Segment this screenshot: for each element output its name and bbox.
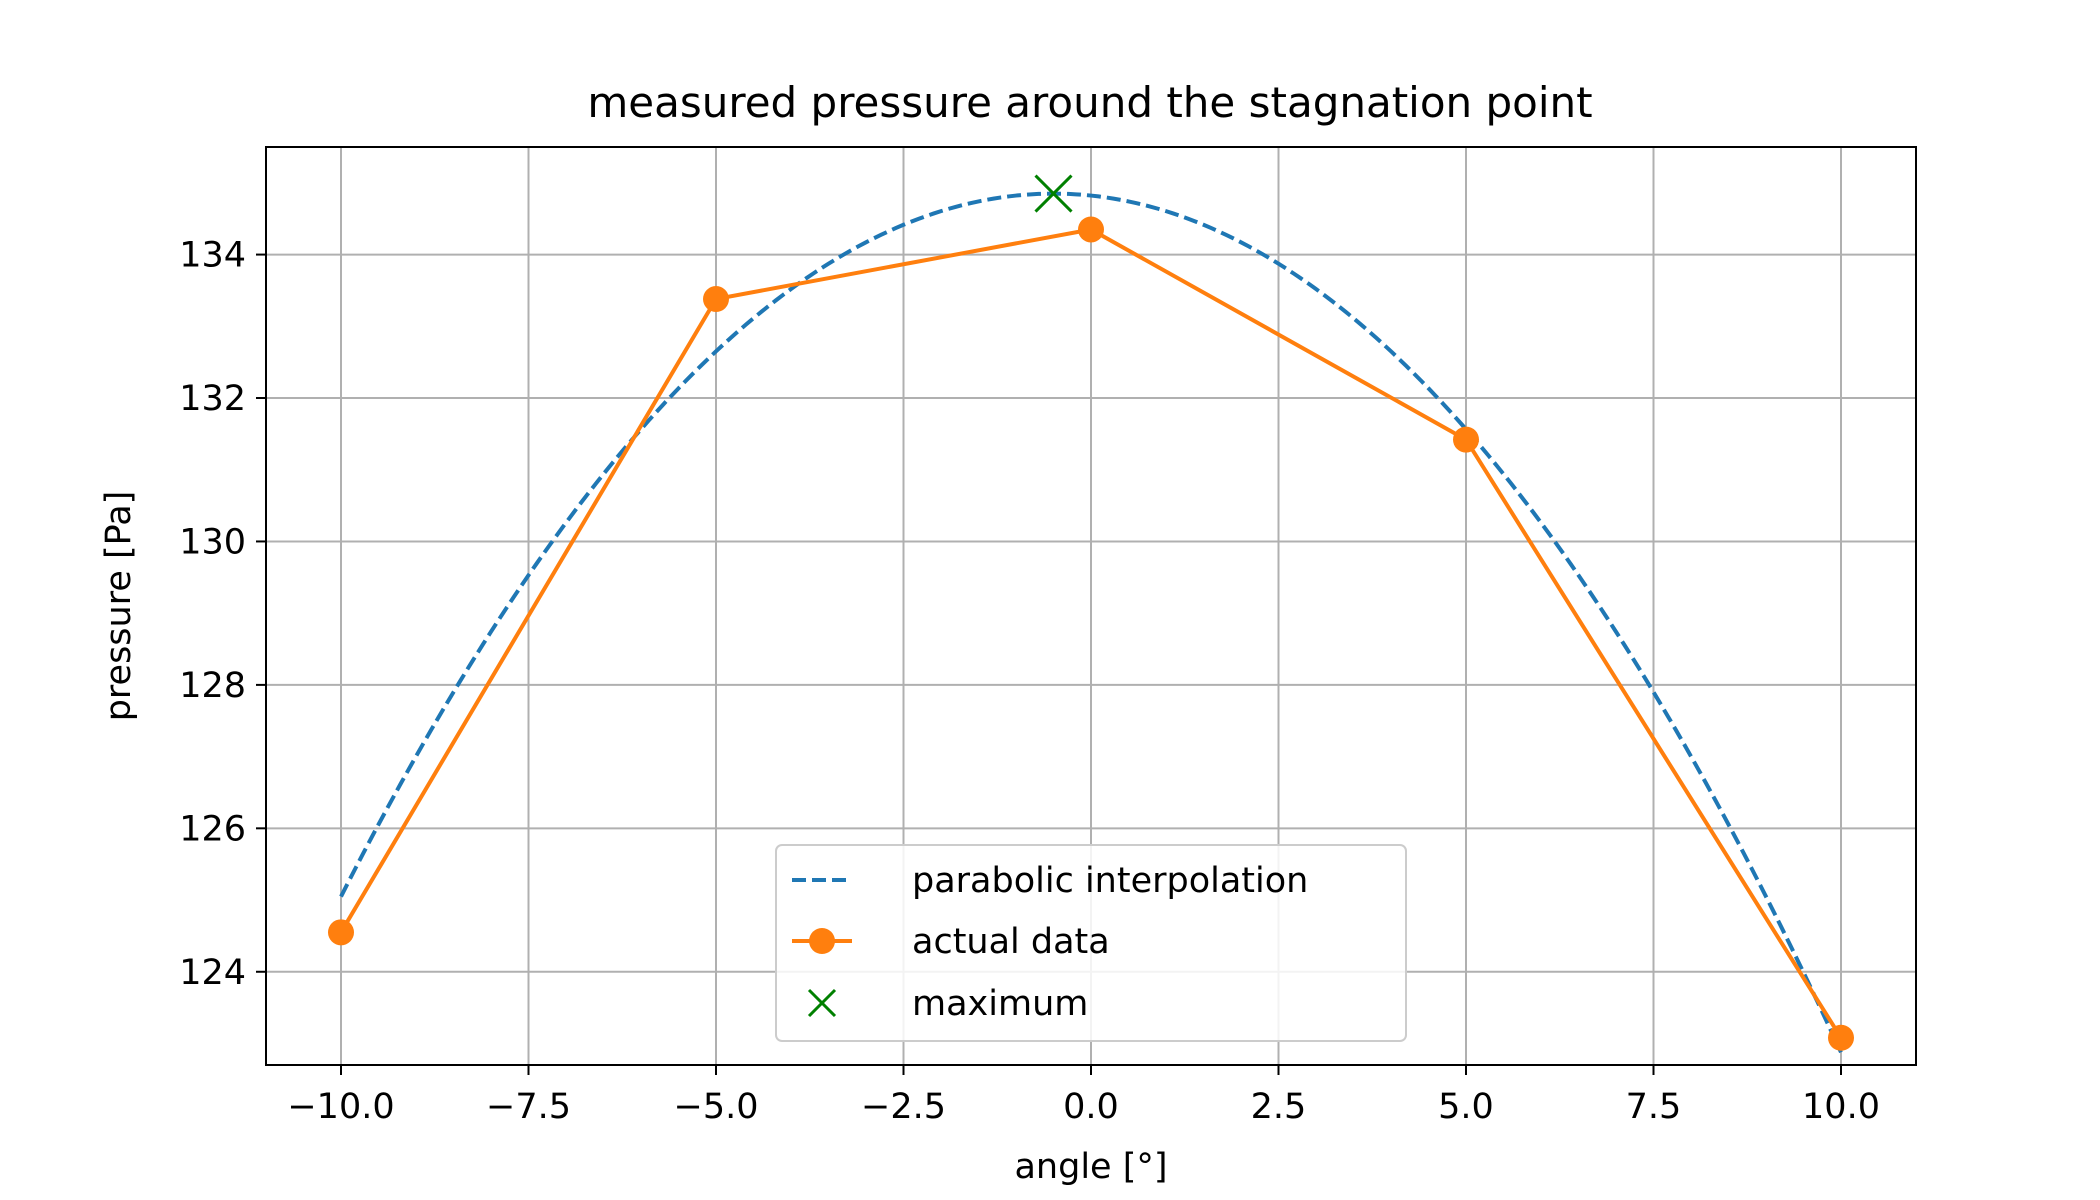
marker-maximum-stroke: [1034, 174, 1073, 213]
x-tick-label: −2.5: [861, 1087, 946, 1127]
y-tick-label: 124: [179, 953, 246, 993]
y-tick-label: 134: [179, 236, 246, 276]
x-tick-label: −5.0: [674, 1087, 759, 1127]
x-tick-label: 5.0: [1438, 1087, 1494, 1127]
y-tick-label: 132: [179, 379, 246, 419]
y-tick-label: 128: [179, 666, 246, 706]
x-axis: −10.0 −7.5 −5.0 −2.5 0.0 2.5 5.0 7.5 10.0: [287, 1065, 1880, 1127]
chart-title: measured pressure around the stagnation …: [587, 78, 1592, 127]
data-point-actual: [1453, 426, 1479, 453]
x-tick-label: 7.5: [1626, 1087, 1682, 1127]
data-point-actual: [328, 919, 354, 946]
plot-area: [328, 174, 1854, 1054]
x-axis-label: angle [°]: [1014, 1147, 1167, 1187]
marker-maximum: [1034, 174, 1073, 213]
x-tick-label: 2.5: [1251, 1087, 1307, 1127]
legend-marker-maximum: [807, 988, 837, 1018]
legend-label-maximum: maximum: [912, 984, 1088, 1024]
legend: parabolic interpolation actual data maxi…: [775, 844, 1407, 1042]
x-tick-label: 10.0: [1802, 1087, 1880, 1127]
legend-marker-actual: [809, 928, 835, 954]
data-point-actual: [1828, 1024, 1854, 1051]
y-axis-label: pressure [Pa]: [99, 491, 139, 722]
y-tick-label: 126: [179, 809, 246, 849]
x-tick-label: 0.0: [1063, 1087, 1119, 1127]
legend-box: [775, 844, 1407, 1042]
legend-label-actual: actual data: [912, 922, 1110, 962]
x-tick-label: −7.5: [486, 1087, 571, 1127]
y-axis: 124 126 128 130 132 134: [179, 236, 266, 993]
series-parabolic-interpolation: [339, 191, 1843, 1054]
data-point-actual: [1078, 216, 1104, 243]
x-tick-label: −10.0: [287, 1087, 394, 1127]
data-point-actual: [703, 286, 729, 313]
legend-label-parabolic: parabolic interpolation: [912, 861, 1308, 901]
y-tick-label: 130: [179, 522, 246, 562]
